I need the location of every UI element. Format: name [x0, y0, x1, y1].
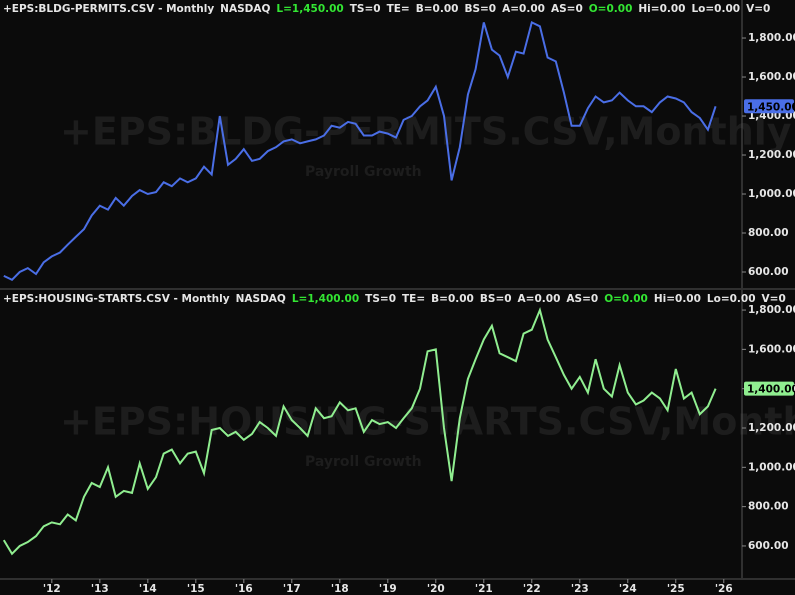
y-tick-label: 1,000.00 [748, 461, 795, 473]
header-item: O=0.00 [604, 293, 648, 305]
header-item: A=0.00 [518, 293, 561, 305]
x-tick-label: '13 [91, 583, 109, 595]
x-tick-label: '20 [427, 583, 445, 595]
watermark: +EPS:HOUSING-STARTS.CSV,Monthly [60, 400, 795, 444]
header-item: Lo=0.00 [707, 293, 756, 305]
x-tick-label: '12 [43, 583, 61, 595]
header-item: NASDAQ [236, 293, 286, 305]
y-tick-label: 1,200.00 [748, 422, 795, 434]
x-tick-label: '24 [619, 583, 637, 595]
x-tick-label: '17 [283, 583, 301, 595]
x-tick-label: '23 [571, 583, 589, 595]
watermark-sub: Payroll Growth [305, 164, 422, 180]
y-tick-label: 800.00 [748, 501, 789, 513]
header: +EPS:BLDG-PERMITS.CSV - Monthly NASDAQ L=1… [3, 3, 770, 15]
y-tick-label: 600.00 [748, 266, 789, 278]
y-tick-label: 600.00 [748, 540, 789, 552]
x-tick-label: '21 [475, 583, 493, 595]
y-tick-label: 1,000.00 [748, 188, 795, 200]
header-item: O=0.00 [589, 3, 633, 15]
last-value-box [744, 99, 794, 114]
y-tick-label: 1,800.00 [748, 32, 795, 44]
header-item: B=0.00 [431, 293, 474, 305]
line-series [3, 20, 717, 282]
last-value-label: 1,400.00 [747, 384, 795, 396]
y-tick-label: 1,600.00 [748, 71, 795, 83]
last-value-label: 1,450.00 [747, 101, 795, 113]
header-item: +EPS:HOUSING-STARTS.CSV - Monthly [3, 293, 230, 305]
x-tick-label: '25 [667, 583, 685, 595]
header-item: NASDAQ [220, 3, 270, 15]
header-item: Hi=0.00 [654, 293, 701, 305]
x-tick-label: '22 [523, 583, 541, 595]
x-tick-label: '26 [715, 583, 733, 595]
header-item: V=0 [762, 293, 786, 305]
header-item: AS=0 [551, 3, 583, 15]
y-tick-label: 1,200.00 [748, 149, 795, 161]
x-tick-label: '15 [187, 583, 205, 595]
header-item: A=0.00 [502, 3, 545, 15]
x-tick-label: '14 [139, 583, 157, 595]
y-tick-label: 1,800.00 [748, 304, 795, 316]
header-item: B=0.00 [416, 3, 459, 15]
watermark: +EPS:BLDG-PERMITS.CSV,Monthly [60, 110, 792, 154]
watermark-sub: Payroll Growth [305, 454, 422, 470]
header-item: BS=0 [480, 293, 512, 305]
header-item: Lo=0.00 [691, 3, 740, 15]
x-tick-label: '19 [379, 583, 397, 595]
header-item: TE= [387, 3, 410, 15]
x-tick-label: '18 [331, 583, 349, 595]
header-item: TS=0 [365, 293, 396, 305]
header: +EPS:HOUSING-STARTS.CSV - Monthly NASDAQ L… [3, 293, 786, 305]
header-item: BS=0 [464, 3, 496, 15]
header-item: +EPS:BLDG-PERMITS.CSV - Monthly [3, 3, 214, 15]
line-series [2, 306, 717, 556]
y-tick-label: 1,600.00 [748, 343, 795, 355]
header-item: TE= [402, 293, 425, 305]
header-item: L=1,400.00 [292, 293, 359, 305]
last-value-box [744, 381, 794, 396]
y-tick-label: 800.00 [748, 227, 789, 239]
x-tick-label: '16 [235, 583, 253, 595]
header-item: L=1,450.00 [276, 3, 343, 15]
header-item: AS=0 [566, 293, 598, 305]
header-item: V=0 [746, 3, 770, 15]
header-item: Hi=0.00 [638, 3, 685, 15]
header-item: TS=0 [350, 3, 381, 15]
